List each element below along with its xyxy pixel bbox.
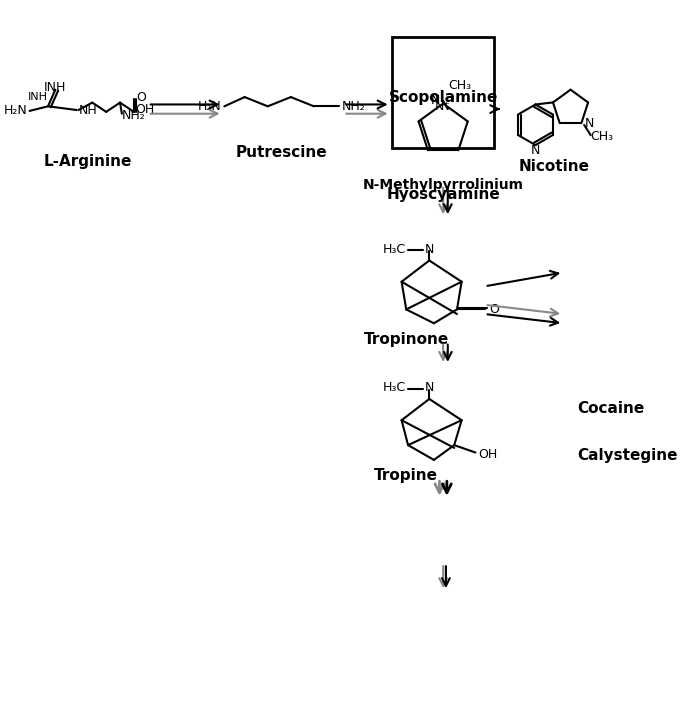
- Text: NH₂: NH₂: [122, 109, 146, 122]
- Text: INH: INH: [27, 92, 48, 102]
- Text: Hyoscyamine: Hyoscyamine: [386, 186, 500, 202]
- Text: Nicotine: Nicotine: [519, 159, 589, 174]
- Text: Calystegine: Calystegine: [577, 448, 677, 463]
- Text: NH: NH: [79, 104, 97, 117]
- Text: N: N: [425, 243, 434, 256]
- Text: NH₂: NH₂: [342, 100, 365, 113]
- Text: Tropine: Tropine: [374, 468, 438, 483]
- Text: OH: OH: [478, 448, 497, 461]
- Text: N⁺: N⁺: [435, 100, 451, 113]
- Text: Scopolamine: Scopolamine: [388, 90, 498, 104]
- Text: N-Methylpyrrolinium: N-Methylpyrrolinium: [362, 178, 523, 192]
- Text: N: N: [425, 381, 434, 394]
- Text: Putrescine: Putrescine: [236, 145, 327, 160]
- Text: N: N: [531, 144, 540, 157]
- Text: H₂N: H₂N: [4, 104, 27, 117]
- Text: Tropinone: Tropinone: [364, 332, 449, 347]
- Text: N: N: [431, 94, 440, 107]
- Text: N: N: [585, 117, 595, 130]
- Text: CH₃: CH₃: [590, 130, 614, 143]
- Text: O: O: [136, 91, 147, 104]
- Text: OH: OH: [136, 104, 155, 117]
- Text: INH: INH: [45, 81, 66, 94]
- Text: L-Arginine: L-Arginine: [44, 154, 132, 169]
- Bar: [393, 37, 494, 148]
- Text: O: O: [489, 303, 499, 316]
- Text: H₃C: H₃C: [383, 381, 406, 394]
- Text: Cocaine: Cocaine: [577, 401, 645, 415]
- Text: H₃C: H₃C: [383, 243, 406, 256]
- Text: H₂N: H₂N: [198, 100, 221, 113]
- Text: CH₃: CH₃: [448, 78, 471, 91]
